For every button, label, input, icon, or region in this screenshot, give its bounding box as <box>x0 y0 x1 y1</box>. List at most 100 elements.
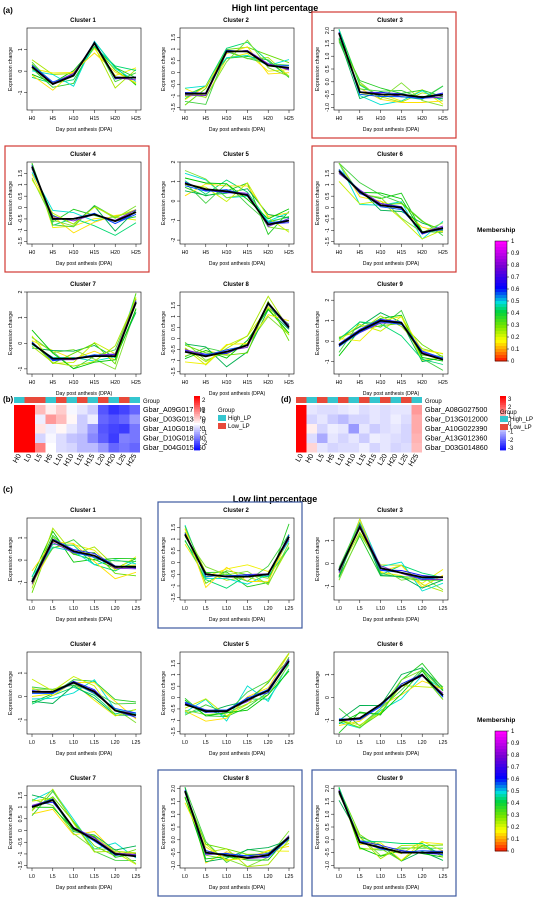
centroid-line <box>184 533 290 578</box>
membership-title: Membership <box>477 717 515 724</box>
heat-cell <box>327 443 338 453</box>
member-line <box>338 787 444 858</box>
member-line <box>184 528 290 589</box>
membership-title: Membership <box>477 227 515 234</box>
centroid-line <box>338 32 444 99</box>
membership-swatch <box>495 280 507 284</box>
x-tick-label: L0 <box>336 874 342 880</box>
member-line <box>31 297 137 361</box>
membership-swatch <box>495 845 507 849</box>
member-line <box>184 670 290 717</box>
panel-label-c: (c) <box>3 485 13 494</box>
membership-swatch <box>495 355 507 359</box>
group-legend-title: Group <box>500 410 517 416</box>
scale-swatch <box>500 430 506 433</box>
membership-swatch <box>495 328 507 332</box>
heat-cell <box>296 405 307 415</box>
cluster-title: Cluster 6 <box>377 152 403 158</box>
y-tick-label: 0.5 <box>171 57 177 64</box>
membership-swatch <box>495 313 507 317</box>
scale-swatch <box>500 406 506 409</box>
scale-swatch <box>194 414 200 417</box>
heat-cell <box>77 443 88 453</box>
scale-swatch <box>194 415 200 418</box>
group-label: Group <box>143 399 160 405</box>
x-tick-label: H10 <box>222 380 232 386</box>
scale-tick-label: 2 <box>508 405 512 411</box>
scale-swatch <box>194 421 200 424</box>
heat-cell <box>327 414 338 424</box>
scale-swatch <box>500 408 506 411</box>
member-line <box>338 173 444 231</box>
membership-tick-label: 0.9 <box>511 741 520 747</box>
heat-cell <box>380 424 391 434</box>
gene-label: Gbar_A10G022390 <box>425 424 487 433</box>
y-tick-label: -1.5 <box>171 593 177 602</box>
scale-tick-label: 1 <box>508 413 512 419</box>
member-line <box>31 172 137 222</box>
x-tick-label: L15 <box>243 606 252 612</box>
heat-cell <box>35 424 46 434</box>
membership-swatch <box>495 244 507 248</box>
member-line <box>338 39 444 107</box>
membership-swatch <box>495 295 507 299</box>
x-tick-label: H0 <box>182 380 189 386</box>
member-line <box>338 662 444 734</box>
heat-cell <box>129 443 140 453</box>
heat-cell <box>45 433 56 443</box>
member-line <box>184 46 290 100</box>
membership-swatch <box>495 346 507 350</box>
heat-cell <box>129 414 140 424</box>
high-lp-swatch <box>218 415 226 421</box>
x-tick-label: H20 <box>110 116 120 122</box>
y-tick-label: 1 <box>325 673 331 676</box>
scale-swatch <box>194 441 200 444</box>
heat-cell <box>317 433 328 443</box>
membership-swatch <box>495 749 507 753</box>
x-tick-label: L5 <box>50 740 56 746</box>
y-tick-label: -1 <box>171 584 177 589</box>
y-axis-label: Expression change <box>315 47 321 91</box>
y-tick-label: -0.5 <box>171 570 177 579</box>
member-line <box>338 181 444 240</box>
y-tick-label: -1 <box>18 852 24 857</box>
x-tick-label: H25 <box>438 250 448 256</box>
membership-tick-label: 0.7 <box>511 275 520 281</box>
gene-label: Gbar_A09G017180 <box>143 405 205 414</box>
cluster-plot-c-7: Cluster 7 -1.5 -1 -0.5 0 0.5 1 1.5 L0 L5 L10 L15 L20… <box>8 776 142 891</box>
x-tick-label: L15 <box>397 874 406 880</box>
gene-label: Gbar_D10G018680 <box>143 434 206 443</box>
scale-swatch <box>194 417 200 420</box>
column-label: H0 <box>11 452 23 464</box>
member-line <box>184 172 290 222</box>
y-tick-label: -1 <box>325 718 331 723</box>
scale-swatch <box>194 419 200 422</box>
membership-swatch <box>495 788 507 792</box>
y-axis-label: Expression change <box>315 671 321 715</box>
cluster-title: Cluster 4 <box>70 642 96 648</box>
y-tick-label: 1.5 <box>171 34 177 41</box>
membership-swatch <box>495 809 507 813</box>
x-tick-label: H25 <box>284 116 294 122</box>
x-tick-label: L20 <box>111 606 120 612</box>
scale-swatch <box>500 399 506 402</box>
column-label: L5 <box>32 452 44 463</box>
y-tick-label: -1 <box>18 228 24 233</box>
membership-swatch <box>495 812 507 816</box>
group-bar-cell <box>24 397 35 403</box>
y-tick-label: 1.0 <box>325 810 331 817</box>
y-tick-label: 0 <box>18 829 24 832</box>
x-tick-label: L0 <box>182 606 188 612</box>
x-axis-label: Day post anthesis (DPA) <box>209 261 266 267</box>
scale-swatch <box>194 442 200 445</box>
heat-cell <box>401 433 412 443</box>
column-label: H5 <box>42 452 54 464</box>
membership-swatch <box>495 268 507 272</box>
gene-label: Gbar_D04G015860 <box>143 443 206 452</box>
x-tick-label: L20 <box>111 874 120 880</box>
heat-cell <box>108 414 119 424</box>
heat-cell <box>390 414 401 424</box>
x-tick-label: H0 <box>336 116 343 122</box>
cluster-plot-c-4: Cluster 4 -1 0 1 L0 L5 L10 L15 L20 L25 Day post an… <box>8 642 142 757</box>
y-tick-label: -1 <box>171 94 177 99</box>
